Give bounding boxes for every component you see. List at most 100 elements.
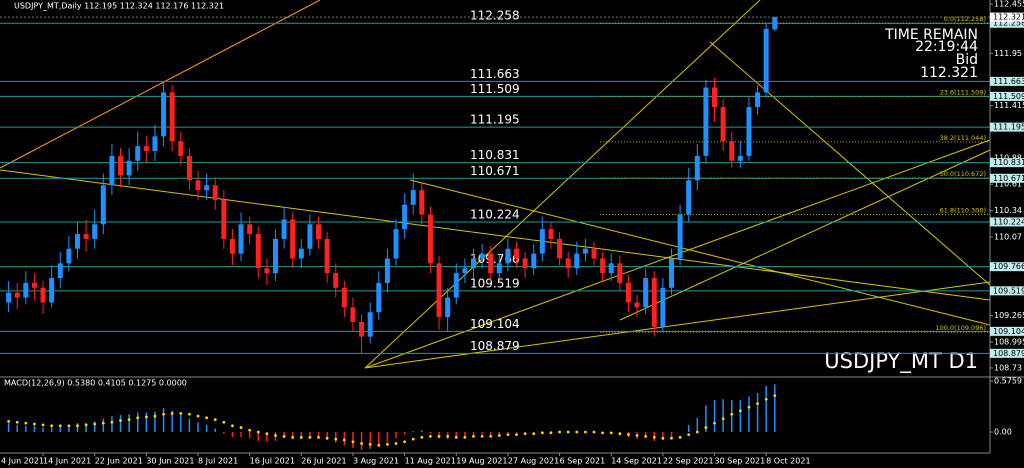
candle-body	[376, 282, 382, 313]
candle-body	[359, 321, 365, 337]
candle-body	[229, 238, 235, 254]
candle-body	[514, 248, 520, 259]
candle-body	[152, 136, 158, 152]
candle-body	[720, 107, 726, 142]
current-price-box	[990, 12, 1024, 22]
macd-signal-dot	[308, 435, 312, 439]
candle-body	[453, 273, 459, 298]
macd-signal-dot	[756, 402, 759, 406]
candle-body	[178, 141, 184, 156]
candle-body	[686, 180, 692, 215]
candle-body	[634, 302, 640, 308]
macd-signal-dot	[627, 433, 630, 437]
level-label: 111.195	[470, 113, 520, 127]
level-box-label: 112.258	[993, 19, 1024, 28]
level-box-label: 110.224	[993, 217, 1024, 226]
macd-signal-dot	[403, 440, 407, 444]
candle-body	[557, 238, 563, 259]
timer-bid-label: Bid	[956, 52, 978, 68]
macd-signal-dot	[411, 437, 415, 441]
macd-signal-dot	[50, 424, 54, 428]
macd-signal-dot	[187, 412, 191, 416]
level-box-label: 111.509	[993, 92, 1024, 101]
candle-body	[204, 185, 210, 191]
candle-body	[143, 146, 149, 152]
macd-signal-dot	[429, 435, 432, 438]
candle-body	[531, 253, 537, 269]
candle-body	[402, 204, 408, 230]
candle-body	[746, 107, 752, 156]
macd-signal-dot	[420, 435, 424, 439]
level-label: 109.104	[470, 317, 520, 331]
y-tick-label: 110.88	[994, 153, 1022, 162]
candle-body	[660, 287, 666, 327]
macd-signal-dot	[351, 440, 355, 444]
candle-body	[694, 155, 700, 181]
macd-signal-dot	[58, 424, 62, 428]
macd-signal-dot	[196, 414, 200, 418]
y-tick-label: 108.73	[994, 363, 1022, 372]
level-label: 111.509	[470, 82, 520, 96]
candle-body	[772, 17, 778, 30]
macd-signal-dot	[7, 419, 11, 423]
macd-signal-dot	[695, 430, 699, 434]
macd-signal-dot	[334, 437, 338, 441]
level-box	[990, 91, 1024, 101]
macd-signal-dot	[515, 433, 518, 437]
candle-body	[462, 268, 468, 274]
candle-body	[384, 258, 390, 283]
macd-signal-dot	[15, 420, 19, 424]
macd-signal-dot	[394, 442, 398, 445]
x-tick-label: 22 Jun 2021	[95, 457, 143, 466]
candle-body	[419, 190, 425, 215]
candle-body	[565, 258, 571, 269]
x-tick-label: 6 Sep 2021	[560, 457, 606, 466]
candle-body	[677, 214, 683, 259]
macd-signal-dot	[153, 414, 157, 418]
candle-body	[445, 297, 451, 318]
macd-signal-dot	[747, 405, 751, 409]
macd-signal-dot	[523, 432, 527, 436]
candle-body	[49, 278, 55, 303]
level-label: 110.224	[470, 207, 520, 221]
level-box	[990, 158, 1024, 168]
candle-body	[255, 234, 261, 269]
level-box	[990, 217, 1024, 227]
candle-body	[316, 224, 322, 239]
candle-body	[410, 190, 416, 205]
macd-signal-dot	[377, 443, 381, 447]
candle-body	[126, 160, 132, 176]
candle-body	[14, 292, 20, 298]
level-box	[990, 18, 1024, 28]
level-box	[990, 286, 1024, 296]
macd-signal-dot	[248, 428, 252, 432]
macd-signal-dot	[558, 430, 561, 434]
macd-signal-dot	[239, 426, 243, 429]
macd-signal-dot	[704, 426, 708, 429]
macd-signal-dot	[575, 430, 579, 434]
macd-signal-dot	[472, 435, 475, 438]
candle-body	[436, 263, 442, 318]
candle-body	[186, 155, 192, 181]
y-tick-label: 108.995	[994, 338, 1024, 347]
macd-signal-dot	[119, 419, 122, 422]
level-box-label: 111.195	[993, 123, 1024, 132]
macd-signal-dot	[678, 435, 682, 439]
level-box	[990, 122, 1024, 132]
macd-y-tick-label: 0.5759	[994, 376, 1022, 385]
macd-signal-dot	[592, 430, 596, 434]
macd-signal-dot	[506, 433, 510, 437]
candle-body	[505, 248, 511, 264]
macd-signal-dot	[170, 412, 174, 415]
level-box-label: 109.104	[993, 327, 1024, 336]
candle-body	[23, 282, 29, 298]
candle-body	[281, 219, 287, 239]
candle-body	[522, 258, 528, 269]
candle-body	[591, 248, 597, 259]
candle-body	[212, 185, 218, 200]
y-tick-label: 109.265	[994, 311, 1024, 320]
candle-body	[109, 155, 115, 186]
candle-body	[367, 312, 373, 337]
fib-label: 0.0(112.258)	[944, 15, 986, 23]
candle-body	[668, 258, 674, 288]
